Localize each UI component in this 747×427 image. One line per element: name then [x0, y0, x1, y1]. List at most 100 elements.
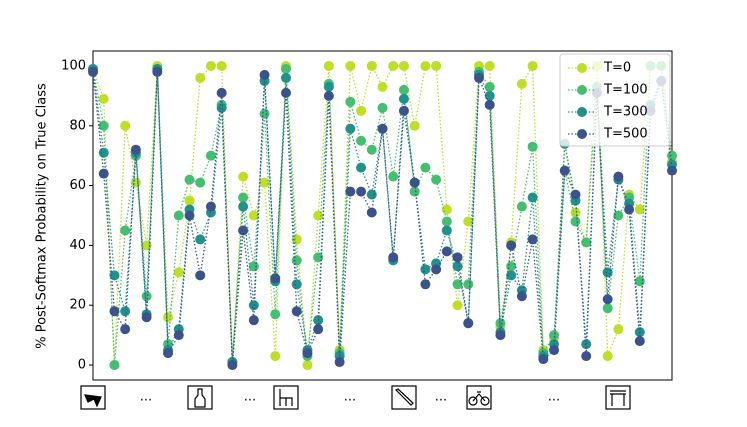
point [270, 309, 281, 320]
icon-shape [472, 391, 486, 402]
legend-marker [577, 107, 587, 117]
x-annotation: ... [244, 390, 256, 405]
point [420, 279, 431, 290]
icon-bicycle [466, 385, 492, 410]
point [377, 81, 388, 92]
point [205, 60, 216, 71]
point [431, 60, 442, 71]
point [463, 279, 474, 290]
point [98, 93, 109, 104]
point [431, 174, 442, 185]
icon-shape [610, 390, 626, 406]
legend-marker [577, 129, 587, 139]
point [398, 93, 409, 104]
icon-airplane [80, 385, 106, 410]
point [398, 60, 409, 71]
point [516, 291, 527, 302]
point [163, 312, 174, 323]
point [581, 339, 592, 350]
point [527, 60, 538, 71]
point [313, 324, 324, 335]
point [205, 150, 216, 161]
point [538, 354, 549, 365]
point [527, 192, 538, 203]
point [345, 96, 356, 107]
point [527, 141, 538, 152]
x-annotation: ... [344, 390, 356, 405]
point [216, 102, 227, 113]
point [195, 177, 206, 188]
icon-shape [194, 388, 206, 408]
point [398, 84, 409, 95]
point [484, 60, 495, 71]
point [173, 210, 184, 221]
icon-shape [480, 396, 490, 406]
point [356, 162, 367, 173]
point [184, 210, 195, 221]
point [152, 66, 163, 77]
point [516, 78, 527, 89]
point [302, 348, 313, 359]
point [613, 171, 624, 182]
point [281, 87, 291, 98]
point [634, 336, 645, 347]
point [281, 72, 291, 83]
point [270, 273, 281, 284]
point [259, 108, 270, 119]
point [484, 99, 495, 110]
point [516, 201, 527, 212]
point [602, 267, 613, 278]
point [120, 225, 131, 236]
y-tick-label: 100 [61, 58, 86, 73]
icon-chair [273, 385, 299, 410]
point [388, 60, 399, 71]
legend-label: T=100 [603, 83, 648, 98]
point [527, 234, 538, 245]
icon-shape [279, 389, 293, 406]
point [366, 207, 377, 218]
point [602, 294, 613, 305]
point [88, 66, 98, 77]
point [356, 105, 367, 116]
point [323, 90, 334, 101]
point [452, 261, 463, 272]
point [613, 210, 624, 221]
point [98, 147, 109, 158]
point [570, 189, 581, 200]
point [452, 300, 463, 311]
point [173, 267, 184, 278]
x-annotation: ... [140, 390, 152, 405]
point [506, 240, 517, 251]
legend-label: T=300 [603, 105, 648, 120]
point [463, 216, 474, 227]
y-tick-label: 20 [69, 298, 86, 313]
point [409, 120, 420, 131]
point [302, 360, 313, 371]
legend-label: T=0 [603, 61, 631, 76]
point [345, 60, 356, 71]
point [366, 189, 377, 200]
point [216, 87, 227, 98]
point [570, 207, 581, 218]
point [109, 360, 120, 371]
point [549, 330, 560, 341]
point [441, 225, 452, 236]
point [259, 177, 270, 188]
point [195, 72, 206, 83]
point [409, 186, 420, 197]
point [634, 204, 645, 215]
point [281, 63, 291, 74]
icon-shape [468, 396, 478, 406]
point [441, 204, 452, 215]
point [238, 201, 249, 212]
icon-table [605, 385, 631, 410]
point [120, 120, 131, 131]
point [195, 270, 206, 281]
point [195, 234, 206, 245]
point [667, 165, 677, 176]
point [452, 252, 463, 263]
legend-marker [577, 63, 587, 73]
point [141, 312, 152, 323]
point [334, 357, 345, 368]
